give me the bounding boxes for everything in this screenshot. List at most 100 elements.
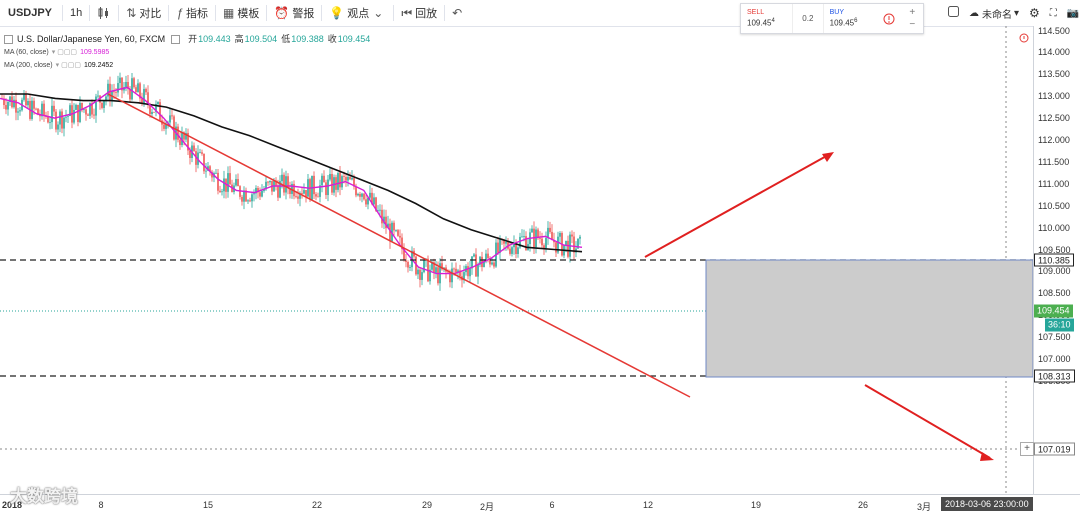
candle-body — [417, 269, 419, 275]
candle-body — [303, 190, 305, 194]
candle-body — [255, 188, 257, 194]
layout-name[interactable]: 未命名 — [982, 9, 1012, 21]
collapse-legend-icon[interactable] — [4, 35, 13, 44]
candle-body — [325, 182, 327, 196]
candle-body — [261, 190, 263, 197]
ma60-name: MA (60, close) — [4, 49, 49, 56]
high-value: 109.504 — [244, 34, 278, 44]
candle-body — [49, 122, 51, 123]
candle-body — [491, 262, 493, 265]
templates-button[interactable]: ▦ 模板 — [216, 0, 266, 26]
legend-ma60-row[interactable]: MA (60, close) ▾ ▢▢▢ 109.5985 — [4, 46, 370, 59]
candle-body — [63, 117, 65, 129]
quantity-minus-button[interactable]: − — [909, 18, 916, 30]
candle-body — [35, 108, 37, 110]
candle-body — [451, 268, 453, 283]
ma200-options-icon[interactable]: ▾ ▢▢▢ — [55, 62, 81, 69]
chevron-down-icon[interactable]: ▾ — [1014, 7, 1020, 19]
buy-button[interactable]: BUY 109.456 — [822, 4, 876, 33]
candle-body — [75, 104, 77, 110]
candle-body — [473, 254, 475, 257]
fullscreen-toggle-icon[interactable] — [948, 6, 959, 20]
candle-body — [193, 145, 195, 152]
candle-body — [171, 115, 173, 117]
expand-icon[interactable]: ⛶ — [1049, 7, 1057, 19]
candle-body — [531, 228, 533, 233]
candle-body — [415, 256, 417, 275]
lightbulb-icon: 💡 — [329, 6, 345, 20]
candle-body — [525, 236, 527, 250]
settings-gear-icon[interactable]: ⚙ — [1029, 6, 1040, 20]
legend-settings-icon[interactable] — [171, 35, 181, 44]
candle-body — [399, 235, 401, 238]
replay-button[interactable]: ⏮ 回放 — [394, 0, 444, 26]
alert-button[interactable]: ⏰ 警报 — [267, 0, 321, 26]
candle-body — [151, 111, 153, 114]
chart-type-button[interactable] — [90, 0, 118, 26]
candle-body — [211, 171, 213, 178]
candle-body — [217, 172, 219, 191]
price-tick-label: 110.000 — [1038, 222, 1070, 233]
indicators-button[interactable]: ƒ 指标 — [169, 0, 215, 26]
candle-body — [59, 111, 61, 125]
candle-body — [267, 181, 269, 183]
legend-ma200-row[interactable]: MA (200, close) ▾ ▢▢▢ 109.2452 — [4, 59, 370, 72]
candle-body — [359, 194, 361, 197]
candle-body — [315, 194, 317, 197]
camera-icon[interactable]: 📷 — [1066, 7, 1080, 19]
candle-body — [551, 231, 553, 241]
symbol-search[interactable]: USDJPY — [8, 7, 53, 19]
candle-body — [327, 179, 329, 196]
candle-body — [105, 96, 107, 102]
candle-body — [113, 91, 115, 93]
ideas-button[interactable]: 💡 观点 ⌄ — [322, 0, 393, 26]
time-tick-label: 26 — [857, 500, 869, 510]
sell-price-pip: 4 — [771, 18, 775, 25]
candle-body — [179, 139, 181, 146]
candle-body — [421, 272, 423, 280]
candle-body — [159, 102, 161, 121]
candles-icon — [98, 7, 109, 19]
candle-body — [257, 188, 259, 193]
candle-body — [283, 174, 285, 193]
ma60-line — [0, 86, 583, 275]
candle-body — [401, 237, 403, 249]
chart-legend: U.S. Dollar/Japanese Yen, 60, FXCM 开 109.… — [4, 33, 370, 72]
compare-icon: ⇅ — [126, 6, 137, 20]
candle-body — [19, 110, 21, 112]
trade-info-button[interactable] — [876, 4, 901, 33]
replay-label: 回放 — [415, 8, 438, 20]
sell-button[interactable]: SELL 109.454 — [741, 4, 794, 33]
candle-body — [337, 172, 339, 190]
ma60-options-icon[interactable]: ▾ ▢▢▢ — [51, 49, 78, 56]
candle-body — [43, 103, 45, 116]
candle-body — [127, 81, 129, 89]
crosshair-time-label: 2018-03-06 23:00:00 — [941, 497, 1033, 511]
candle-body — [573, 236, 575, 253]
price-chart[interactable] — [0, 26, 1033, 494]
buy-label: BUY — [829, 9, 845, 17]
candle-body — [547, 227, 549, 238]
time-tick-label: 19 — [750, 500, 762, 510]
compare-button[interactable]: ⇅ 对比 — [119, 0, 168, 26]
compare-label: 对比 — [139, 8, 162, 20]
interval-button[interactable]: 1h — [70, 7, 83, 19]
candle-body — [73, 109, 75, 123]
candle-body — [109, 83, 111, 102]
candle-body — [181, 132, 183, 146]
candle-body — [357, 194, 359, 196]
candle-body — [577, 238, 579, 249]
sell-price-value: 109.45 — [747, 18, 772, 28]
candle-body — [165, 123, 167, 129]
add-alert-plus-button[interactable]: + — [1020, 442, 1034, 456]
candle-body — [571, 234, 573, 237]
candle-body — [199, 152, 201, 154]
candle-body — [367, 197, 369, 205]
undo-button[interactable]: ↶ — [445, 0, 472, 26]
chevron-down-icon: ⌄ — [373, 6, 384, 20]
candle-body — [143, 88, 145, 104]
quantity-plus-button[interactable]: + — [909, 6, 916, 18]
alert-indicator-icon[interactable] — [1019, 33, 1029, 43]
time-axis[interactable]: 3月 26 19 12 6 2月 29 22 15 8 2018 2018-03-06 23:00:… — [0, 494, 1080, 514]
toolbar-divider — [393, 5, 395, 21]
